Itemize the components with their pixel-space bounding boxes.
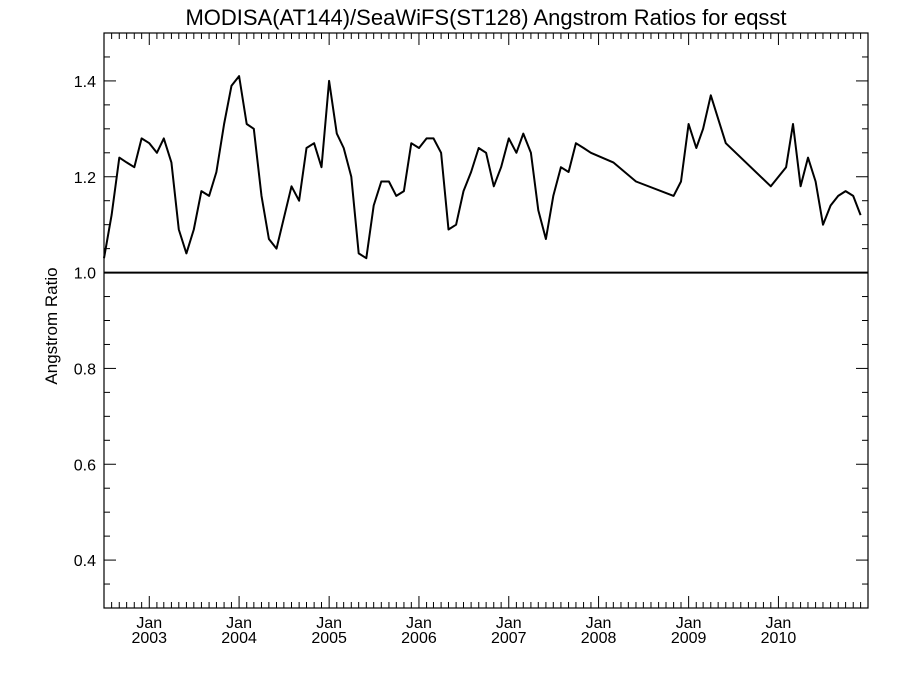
x-tick-label-month: Jan	[766, 615, 792, 632]
x-tick-label-month: Jan	[406, 615, 432, 632]
y-tick-label: 1.4	[74, 74, 96, 91]
x-tick-label-month: Jan	[226, 615, 252, 632]
y-tick-label: 0.8	[74, 361, 96, 378]
chart-title: MODISA(AT144)/SeaWiFS(ST128) Angstrom Ra…	[185, 5, 786, 30]
y-axis-label: Angstrom Ratio	[42, 267, 61, 384]
x-tick-label-month: Jan	[136, 615, 162, 632]
y-tick-label: 0.6	[74, 457, 96, 474]
plot-frame	[103, 32, 869, 609]
x-tick-label-year: 2010	[761, 630, 797, 647]
series-line	[103, 75, 862, 260]
x-tick-label-year: 2004	[221, 630, 257, 647]
y-tick-label: 0.4	[74, 553, 96, 570]
x-axis: Jan2003Jan2004Jan2005Jan2006Jan2007Jan20…	[103, 33, 862, 647]
x-tick-label-month: Jan	[316, 615, 342, 632]
y-tick-label: 1.0	[74, 266, 96, 283]
x-tick-label-year: 2007	[491, 630, 527, 647]
y-tick-label: 1.2	[74, 170, 96, 187]
x-tick-label-year: 2006	[401, 630, 437, 647]
x-tick-label-month: Jan	[586, 615, 612, 632]
x-tick-label-year: 2003	[131, 630, 167, 647]
x-tick-label-month: Jan	[496, 615, 522, 632]
x-tick-label-year: 2005	[311, 630, 347, 647]
y-axis: 0.4 0.6 0.8 1.0 1.2 1.4	[74, 32, 868, 609]
x-tick-label-month: Jan	[676, 615, 702, 632]
x-tick-label-year: 2008	[581, 630, 617, 647]
x-tick-label-year: 2009	[671, 630, 707, 647]
